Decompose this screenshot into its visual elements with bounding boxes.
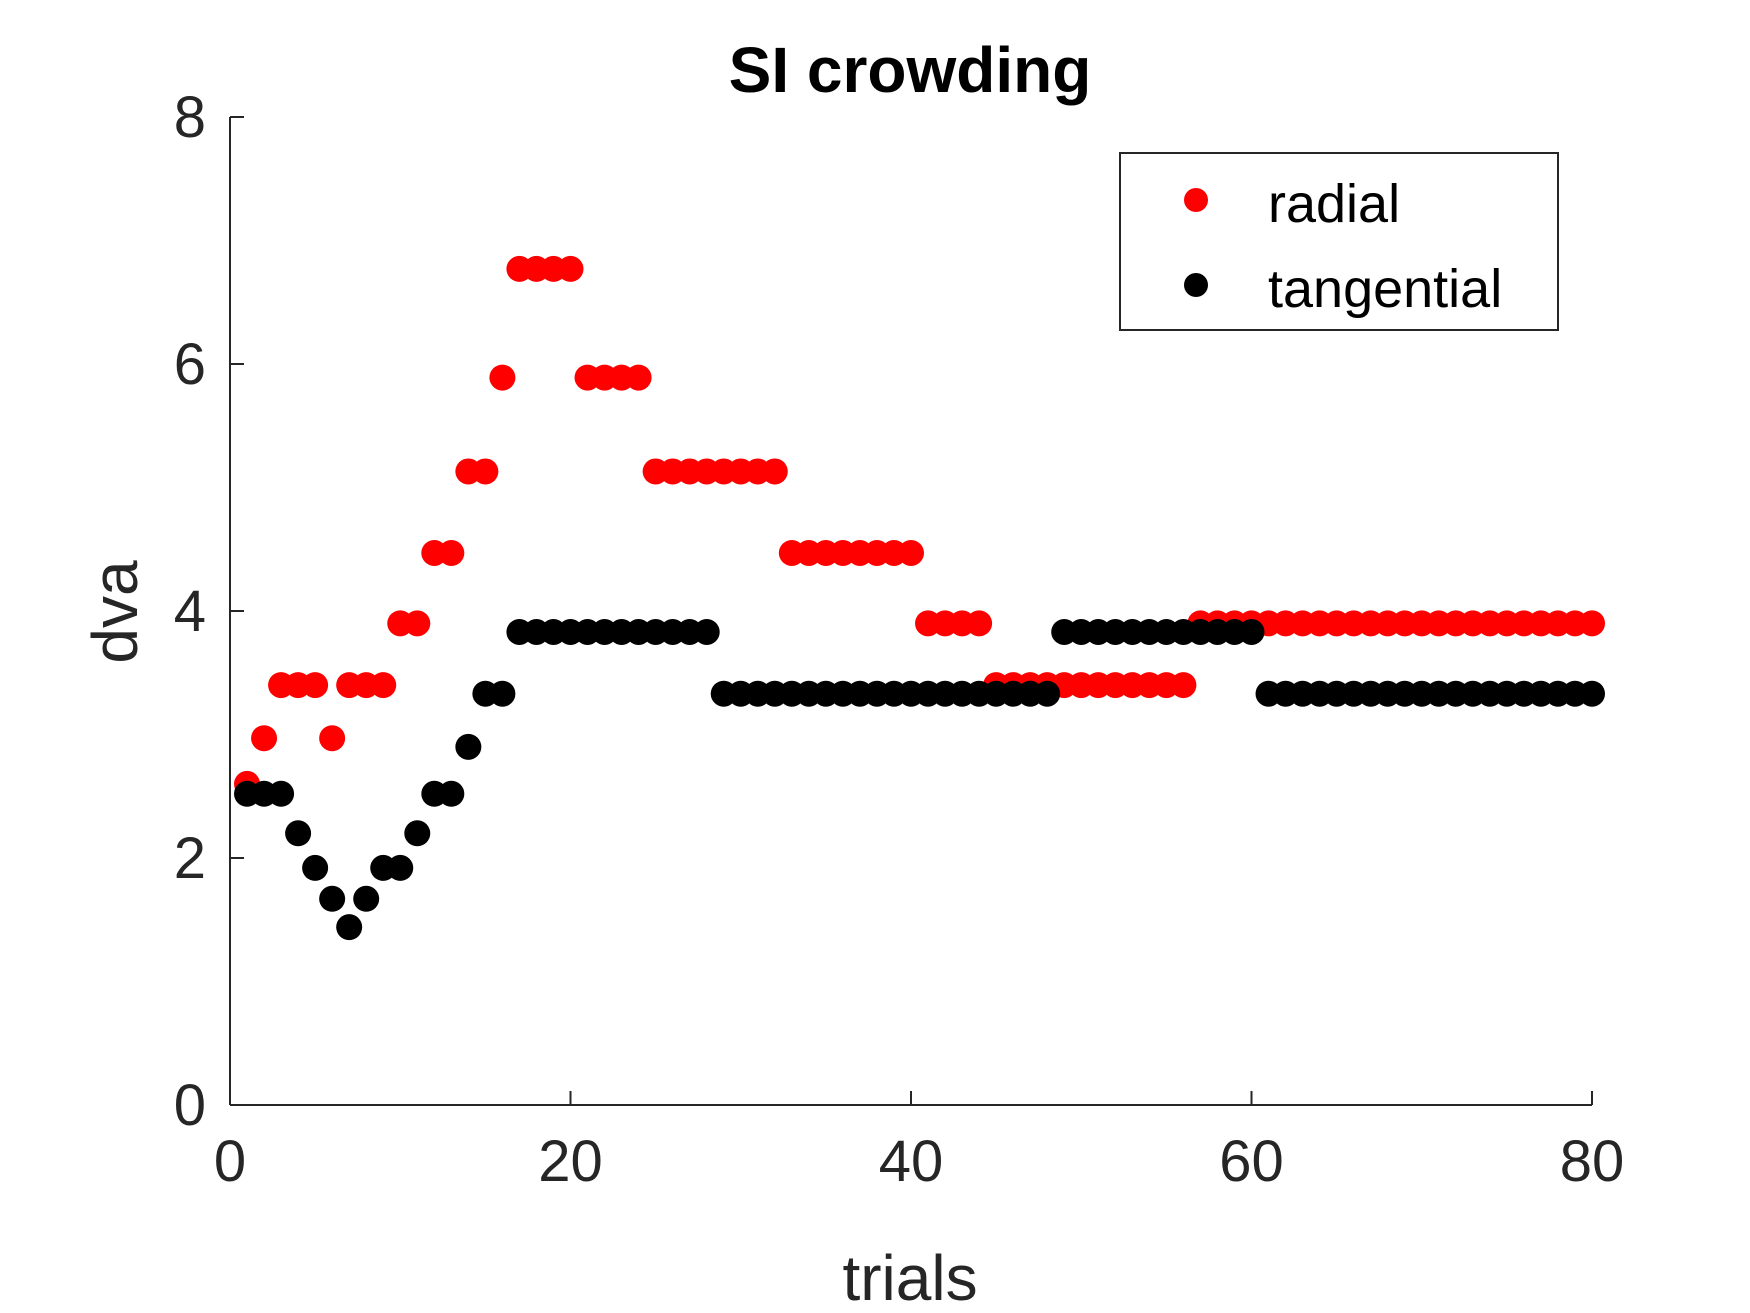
x-tick-label: 0: [214, 1129, 246, 1194]
y-axis-label: dva: [79, 560, 151, 664]
data-point-radial: [625, 364, 652, 391]
data-point-tangential: [404, 820, 431, 847]
x-tick-label: 60: [1219, 1129, 1284, 1194]
data-point-tangential: [268, 780, 295, 807]
y-tick-label: 6: [174, 332, 206, 397]
legend-label-tangential: tangential: [1268, 259, 1502, 319]
series-radial: [234, 255, 1605, 797]
data-point-tangential: [1034, 680, 1061, 707]
data-point-radial: [319, 725, 346, 752]
data-point-tangential: [353, 885, 380, 912]
data-point-radial: [404, 610, 431, 637]
x-tick-label: 20: [538, 1129, 603, 1194]
data-point-radial: [966, 610, 993, 637]
chart-title: SI crowding: [729, 34, 1092, 106]
data-point-radial: [1579, 610, 1605, 637]
data-point-tangential: [285, 820, 312, 847]
data-point-radial: [472, 458, 499, 485]
y-tick-label: 8: [174, 85, 206, 150]
ticks: 0 20 40 60 80 0 2 4 6 8: [174, 85, 1625, 1194]
data-point-tangential: [336, 914, 363, 941]
legend-marker-radial: [1184, 188, 1208, 212]
legend-marker-tangential: [1184, 273, 1208, 297]
data-point-tangential: [387, 854, 414, 881]
legend-box: [1119, 152, 1559, 331]
data-point-tangential: [455, 733, 482, 760]
series-tangential: [234, 618, 1605, 941]
data-point-radial: [438, 539, 465, 566]
y-tick-label: 0: [174, 1073, 206, 1138]
x-tick-label: 80: [1560, 1129, 1625, 1194]
x-axis-label: trials: [842, 1242, 977, 1313]
legend: radial tangential: [1119, 152, 1559, 331]
data-point-radial: [370, 672, 397, 699]
data-point-radial: [251, 725, 278, 752]
y-tick-label: 4: [174, 579, 206, 644]
data-point-radial: [898, 539, 924, 566]
data-point-tangential: [319, 885, 346, 912]
y-tick-label: 2: [174, 826, 206, 891]
data-point-radial: [761, 458, 788, 485]
data-point-tangential: [1238, 618, 1265, 645]
data-point-tangential: [302, 854, 329, 881]
data-point-radial: [302, 672, 329, 699]
data-point-radial: [489, 364, 516, 391]
data-point-tangential: [693, 618, 720, 645]
data-points: [234, 255, 1605, 941]
legend-label-radial: radial: [1268, 174, 1400, 234]
x-tick-label: 40: [879, 1129, 944, 1194]
data-point-tangential: [489, 680, 516, 707]
data-point-tangential: [1579, 680, 1605, 707]
data-point-radial: [557, 255, 584, 282]
data-point-radial: [1170, 672, 1197, 699]
data-point-tangential: [438, 780, 465, 807]
